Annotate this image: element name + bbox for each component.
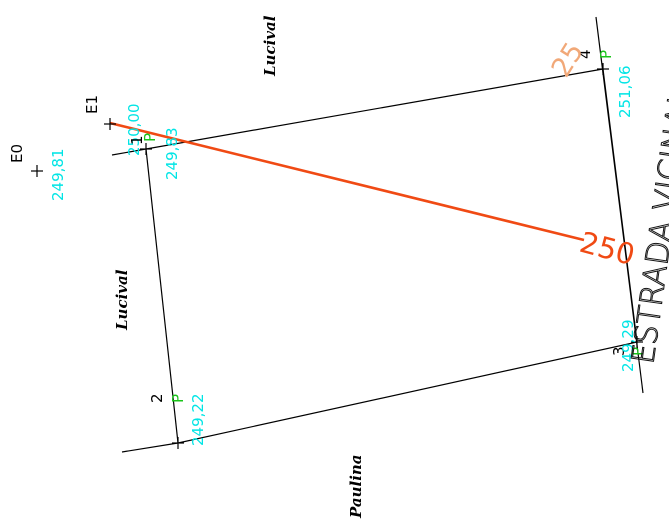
vertex-3-elevation: 249,29 (619, 320, 637, 373)
marker-vertex-3 (631, 336, 643, 348)
station-e1-id: E1 (83, 95, 101, 114)
boundary-edge-3-2 (177, 341, 638, 444)
contour-label-faded: 25 (546, 37, 590, 83)
contour-label-250: 250 (576, 225, 638, 272)
boundary-extension-2 (121, 442, 179, 453)
vertex-3-id: 3 (610, 346, 628, 356)
neighbor-left-label: Lucival (113, 269, 131, 331)
marker-vertex-2 (172, 437, 184, 449)
station-e0-elevation: 249,81 (49, 149, 67, 202)
road-edge-line (595, 16, 644, 394)
station-e0-id: E0 (8, 144, 26, 163)
vertex-4-id: 4 (576, 49, 594, 59)
vertex-4-elevation: 251,06 (616, 66, 634, 119)
vertex-1-elevation: 249,83 (163, 128, 181, 181)
boundary-edge-2-1 (145, 148, 179, 444)
vertex-4-code: P (597, 50, 615, 59)
marker-e1 (104, 118, 116, 130)
contour-line-250 (109, 121, 585, 242)
neighbor-bottom-label: Paulina (347, 454, 365, 519)
marker-e0 (31, 165, 43, 177)
marker-vertex-4 (597, 63, 609, 75)
vertex-2-elevation: 249,22 (189, 394, 207, 447)
vertex-3-code: P (629, 347, 647, 356)
neighbor-top-label: Lucival (261, 15, 279, 77)
road-label: ESTRADA VICINAL (625, 87, 669, 366)
vertex-1-id: 1 (128, 135, 146, 145)
vertex-2-code: P (169, 394, 187, 403)
vertex-1-code: P (141, 133, 159, 142)
station-e1-elevation: 250,00 (125, 104, 143, 157)
point-markers (31, 63, 643, 449)
marker-vertex-1 (140, 143, 152, 155)
boundary-edge-1-4 (145, 68, 604, 150)
vertex-2-id: 2 (148, 393, 166, 403)
boundary-extension-1 (111, 148, 147, 156)
